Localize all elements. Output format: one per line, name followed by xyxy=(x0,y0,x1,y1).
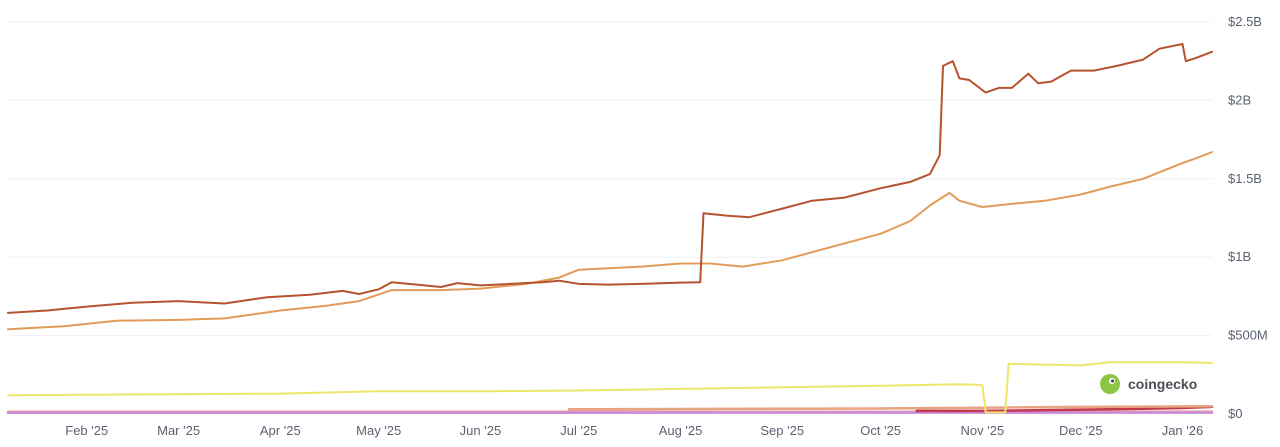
series-line-4 xyxy=(567,404,1214,411)
x-tick-label: Dec '25 xyxy=(1059,423,1103,438)
series-line-3 xyxy=(7,361,1213,414)
y-tick-label: $0 xyxy=(1228,406,1242,421)
y-tick-label: $2B xyxy=(1228,92,1251,107)
gecko-logo-icon xyxy=(1100,374,1120,394)
coingecko-logo-text: coingecko xyxy=(1128,376,1197,392)
y-tick-label: $1.5B xyxy=(1228,171,1262,186)
y-tick-label: $2.5B xyxy=(1228,14,1262,29)
x-tick-label: Feb '25 xyxy=(65,423,108,438)
x-tick-label: Oct '25 xyxy=(860,423,901,438)
y-axis-ticks: $0 $500M $1B $1.5B $2B $2.5B xyxy=(1228,14,1268,421)
gecko-logo-pupil xyxy=(1111,379,1114,383)
y-tick-label: $500M xyxy=(1228,328,1268,343)
series-line-5 xyxy=(915,405,1214,413)
x-tick-label: May '25 xyxy=(356,423,401,438)
x-tick-label: Jun '25 xyxy=(460,423,502,438)
x-tick-label: Apr '25 xyxy=(260,423,301,438)
x-tick-label: Aug '25 xyxy=(659,423,703,438)
x-axis-ticks: Feb '25 Mar '25 Apr '25 May '25 Jun '25 Jul '… xyxy=(65,423,1203,438)
x-tick-label: Sep '25 xyxy=(760,423,804,438)
series-lines xyxy=(6,43,1214,414)
series-line-1 xyxy=(7,43,1213,314)
coingecko-watermark: coingecko xyxy=(1100,374,1197,394)
x-tick-label: Jul '25 xyxy=(560,423,597,438)
x-tick-label: Nov '25 xyxy=(961,423,1005,438)
gridlines xyxy=(8,21,1212,337)
y-tick-label: $1B xyxy=(1228,249,1251,264)
x-tick-label: Jan '26 xyxy=(1162,423,1204,438)
x-tick-label: Mar '25 xyxy=(157,423,200,438)
series-line-2 xyxy=(7,151,1213,331)
